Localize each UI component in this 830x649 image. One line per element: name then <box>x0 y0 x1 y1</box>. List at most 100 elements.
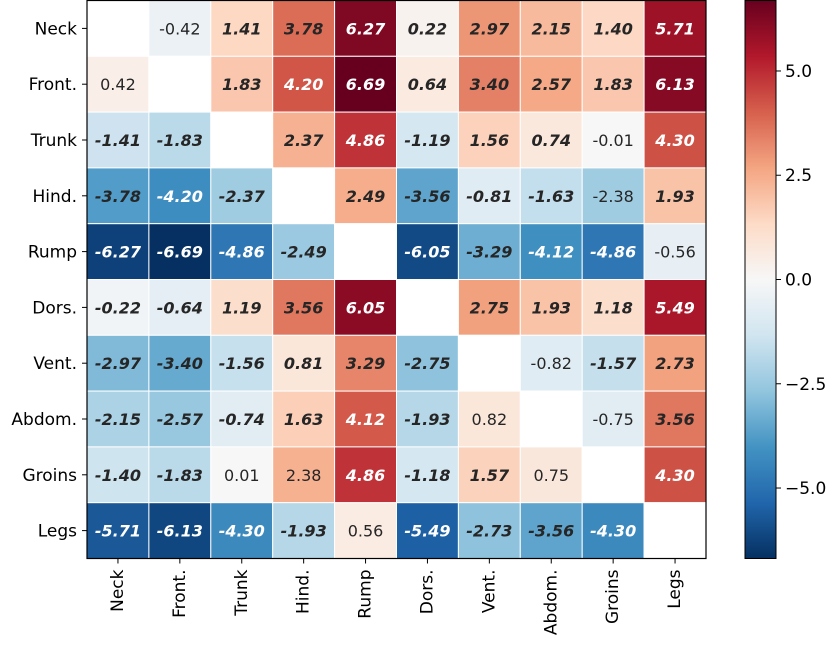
cell-value-label: -3.78 <box>95 187 141 206</box>
colorbar-gradient <box>744 0 777 559</box>
column-label: Vent. <box>479 570 499 614</box>
heatmap-cell <box>148 55 212 113</box>
column-labels: Neck Front. Trunk Hind. Rump Dors. Vent. Abdom.… <box>108 558 685 636</box>
cell-value-label: -0.56 <box>654 243 695 262</box>
colorbar-tick-label: 2.5 <box>785 166 812 186</box>
colorbar: −5.0 −2.5 0.0 2.5 5.0 <box>744 0 826 559</box>
cell-value-label: 4.20 <box>283 75 323 94</box>
heatmap-cell <box>86 446 150 504</box>
cell-value-label: -4.86 <box>590 243 636 262</box>
cell-value-label: 0.22 <box>408 19 447 38</box>
row-label: Neck <box>35 19 78 39</box>
row-labels: Neck Front. Trunk Hind. Rump Dors. Vent. Abdom.… <box>11 19 87 542</box>
cell-value-label: -4.30 <box>219 522 265 541</box>
heatmap-cell <box>148 279 212 336</box>
cell-value-label: 3.29 <box>346 354 385 373</box>
heatmap-cell <box>272 502 336 560</box>
heatmap-cell <box>396 111 459 169</box>
cell-value-label: 0.81 <box>284 354 323 373</box>
cell-value-label: 1.41 <box>222 19 261 38</box>
heatmap-cell <box>272 111 336 169</box>
column-label: Groins <box>603 569 623 624</box>
heatmap-cell <box>148 446 212 504</box>
cell-value-label: -0.82 <box>531 354 572 373</box>
heatmap-cell <box>519 334 583 392</box>
cell-value-label: 0.42 <box>100 75 136 94</box>
cell-value-label: -1.83 <box>157 131 203 150</box>
heatmap-cell <box>210 390 274 448</box>
heatmap-cell <box>643 446 707 504</box>
cell-value-label: 4.30 <box>654 131 694 150</box>
cell-value-label: -2.49 <box>281 243 327 262</box>
heatmap-cell <box>396 55 459 113</box>
heatmap-cell <box>396 502 459 560</box>
heatmap-cell <box>457 279 521 336</box>
heatmap-cell <box>148 167 212 225</box>
heatmap-cell <box>210 502 274 560</box>
colorbar-tick-label: −2.5 <box>785 375 826 395</box>
heatmap-cell <box>519 111 583 169</box>
heatmap-cell <box>643 279 707 336</box>
heatmap-cells: -0.42 1.41 3.78 6.27 0.22 2.97 2.15 1.40 5.71 0.4… <box>86 0 707 560</box>
cell-value-label: 2.15 <box>532 19 571 38</box>
cell-value-label: -4.86 <box>219 243 265 262</box>
row-label: Groins <box>22 466 77 486</box>
heatmap-cell <box>519 223 583 280</box>
heatmap-cell <box>643 55 707 113</box>
heatmap-cell <box>457 502 521 560</box>
cell-value-label: -2.73 <box>466 522 512 541</box>
cell-value-label: 4.86 <box>345 131 385 150</box>
heatmap-cell <box>457 334 521 392</box>
cell-value-label: 6.13 <box>655 75 694 94</box>
heatmap-cell <box>334 167 398 225</box>
row-label: Front. <box>29 75 77 95</box>
heatmap-cell <box>272 167 336 225</box>
cell-value-label: -3.56 <box>528 522 574 541</box>
cell-value-label: 4.30 <box>654 466 694 485</box>
cell-value-label: -6.27 <box>95 243 142 262</box>
cell-value-label: 2.57 <box>532 75 572 94</box>
heatmap-cell <box>86 334 150 392</box>
heatmap-cell <box>457 223 521 280</box>
cell-value-label: -0.74 <box>219 410 265 429</box>
cell-value-label: 2.97 <box>470 19 510 38</box>
cell-value-label: -6.05 <box>404 243 450 262</box>
cell-value-label: 5.71 <box>655 19 694 38</box>
cell-value-label: 3.56 <box>284 298 323 317</box>
heatmap-cell <box>272 279 336 336</box>
cell-value-label: -1.56 <box>219 354 265 373</box>
cell-value-label: 0.74 <box>532 131 571 150</box>
colorbar-tick-label: −5.0 <box>785 479 826 499</box>
heatmap-cell <box>86 167 150 225</box>
cell-value-label: -3.56 <box>404 187 450 206</box>
heatmap-cell <box>148 0 212 57</box>
cell-value-label: 1.19 <box>222 298 261 317</box>
heatmap-cell <box>519 390 583 448</box>
heatmap-cell <box>210 0 274 57</box>
row-label: Hind. <box>33 187 77 207</box>
row-label: Trunk <box>30 131 77 151</box>
cell-value-label: 3.40 <box>470 75 509 94</box>
cell-value-label: -1.93 <box>281 522 327 541</box>
cell-value-label: 1.57 <box>470 466 510 485</box>
cell-value-label: 2.49 <box>346 187 385 206</box>
cell-value-label: -4.30 <box>590 522 636 541</box>
heatmap-cell <box>519 55 583 113</box>
column-label: Abdom. <box>541 570 561 636</box>
heatmap-cell <box>210 223 274 280</box>
heatmap-cell <box>519 502 583 560</box>
cell-value-label: 2.37 <box>284 131 324 150</box>
heatmap-cell <box>396 390 459 448</box>
column-label: Hind. <box>294 570 314 614</box>
heatmap-cell <box>457 390 521 448</box>
colorbar-tick-label: 0.0 <box>785 271 812 291</box>
cell-value-label: -4.20 <box>157 187 203 206</box>
cell-value-label: 0.56 <box>348 522 384 541</box>
cell-value-label: -1.18 <box>404 466 450 485</box>
heatmap-cell <box>643 223 707 280</box>
row-label: Dors. <box>32 298 77 318</box>
cell-value-label: 3.78 <box>284 19 323 38</box>
cell-value-label: -1.40 <box>95 466 141 485</box>
cell-value-label: 1.83 <box>222 75 261 94</box>
